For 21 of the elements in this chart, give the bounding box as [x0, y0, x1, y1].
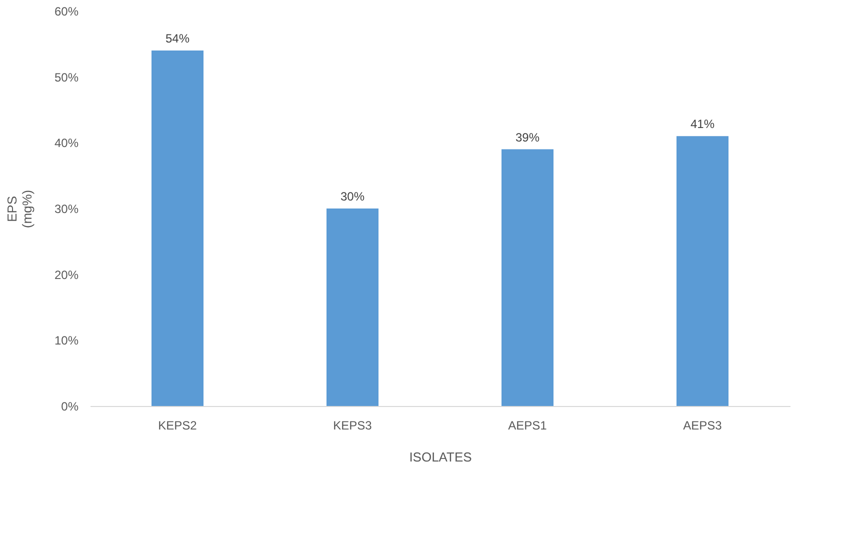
y-tick-label: 20%	[54, 268, 79, 282]
y-axis-title: EPS (mg%)	[4, 190, 34, 228]
bar	[676, 136, 728, 406]
x-tick-label: AEPS3	[683, 418, 722, 432]
y-tick-label: 40%	[54, 136, 79, 150]
bar	[502, 149, 554, 406]
bar	[152, 50, 204, 406]
data-label: 54%	[165, 32, 190, 46]
y-tick-label: 30%	[54, 202, 79, 216]
data-label: 41%	[690, 117, 715, 132]
data-label: 39%	[515, 130, 540, 144]
x-tick-label: KEPS2	[158, 418, 198, 432]
x-axis-title: ISOLATES	[409, 450, 472, 464]
y-tick-label: 60%	[54, 4, 79, 18]
bar	[326, 208, 378, 406]
y-tick-label: 10%	[54, 334, 79, 348]
x-tick-label: AEPS1	[508, 418, 548, 432]
x-tick-label: KEPS3	[333, 418, 372, 432]
data-label: 30%	[340, 190, 365, 204]
y-tick-label: 50%	[54, 70, 79, 84]
y-tick-label: 0%	[61, 400, 79, 414]
